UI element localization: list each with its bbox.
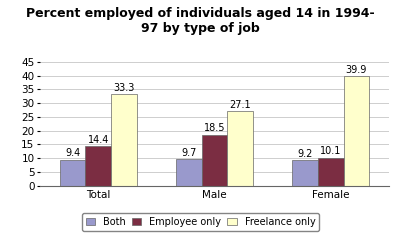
Text: 39.9: 39.9	[346, 64, 367, 74]
Bar	[344, 76, 369, 186]
Text: 14.4: 14.4	[87, 135, 109, 145]
Text: 9.2: 9.2	[298, 149, 313, 159]
Bar	[202, 135, 227, 186]
Bar	[227, 111, 253, 186]
Text: 9.7: 9.7	[181, 148, 196, 158]
Text: 18.5: 18.5	[204, 123, 225, 133]
Text: 10.1: 10.1	[320, 146, 342, 157]
Bar	[318, 158, 344, 186]
Bar	[176, 159, 202, 186]
Text: Percent employed of individuals aged 14 in 1994-
97 by type of job: Percent employed of individuals aged 14 …	[26, 7, 375, 35]
Text: 27.1: 27.1	[229, 100, 251, 110]
Bar	[85, 146, 111, 186]
Text: 33.3: 33.3	[113, 83, 134, 93]
Legend: Both, Employee only, Freelance only: Both, Employee only, Freelance only	[82, 213, 319, 231]
Bar	[111, 94, 137, 186]
Text: 9.4: 9.4	[65, 149, 80, 159]
Bar	[60, 160, 85, 186]
Bar	[292, 160, 318, 186]
